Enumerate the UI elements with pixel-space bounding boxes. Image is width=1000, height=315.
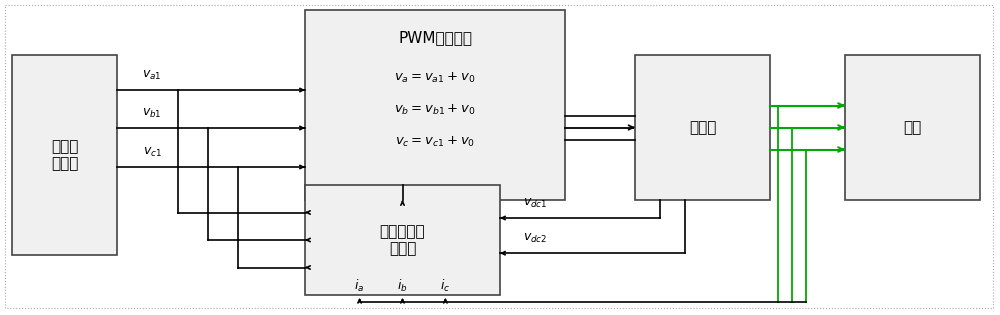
Text: $v_{dc1}$: $v_{dc1}$ [523, 197, 547, 210]
Bar [635, 55, 770, 200]
Text: $v_{b1}$: $v_{b1}$ [142, 107, 162, 120]
Bar [305, 10, 565, 200]
Text: $v_{a1}$: $v_{a1}$ [142, 69, 162, 82]
Text: $v_b=v_{b1}+v_0$: $v_b=v_{b1}+v_0$ [394, 103, 476, 117]
Text: $v_a=v_{a1}+v_0$: $v_a=v_{a1}+v_0$ [394, 71, 476, 85]
Text: $v_{c1}$: $v_{c1}$ [143, 146, 161, 159]
Text: PWM调制控制: PWM调制控制 [398, 31, 472, 45]
Text: $v_{dc2}$: $v_{dc2}$ [523, 232, 547, 245]
Text: $i_c$: $i_c$ [440, 278, 450, 294]
Text: $i_b$: $i_b$ [397, 278, 408, 294]
Text: $v_c=v_{c1}+v_0$: $v_c=v_{c1}+v_0$ [395, 135, 475, 149]
Text: 系统上
层控制: 系统上 层控制 [51, 139, 78, 171]
Text: $i_a$: $i_a$ [354, 278, 365, 294]
Text: 逆变器: 逆变器 [689, 120, 716, 135]
Bar [845, 55, 980, 200]
Bar [305, 185, 500, 295]
Text: 中点电位平
衡控制: 中点电位平 衡控制 [380, 224, 425, 256]
Bar [12, 55, 117, 255]
Text: 负载: 负载 [903, 120, 922, 135]
